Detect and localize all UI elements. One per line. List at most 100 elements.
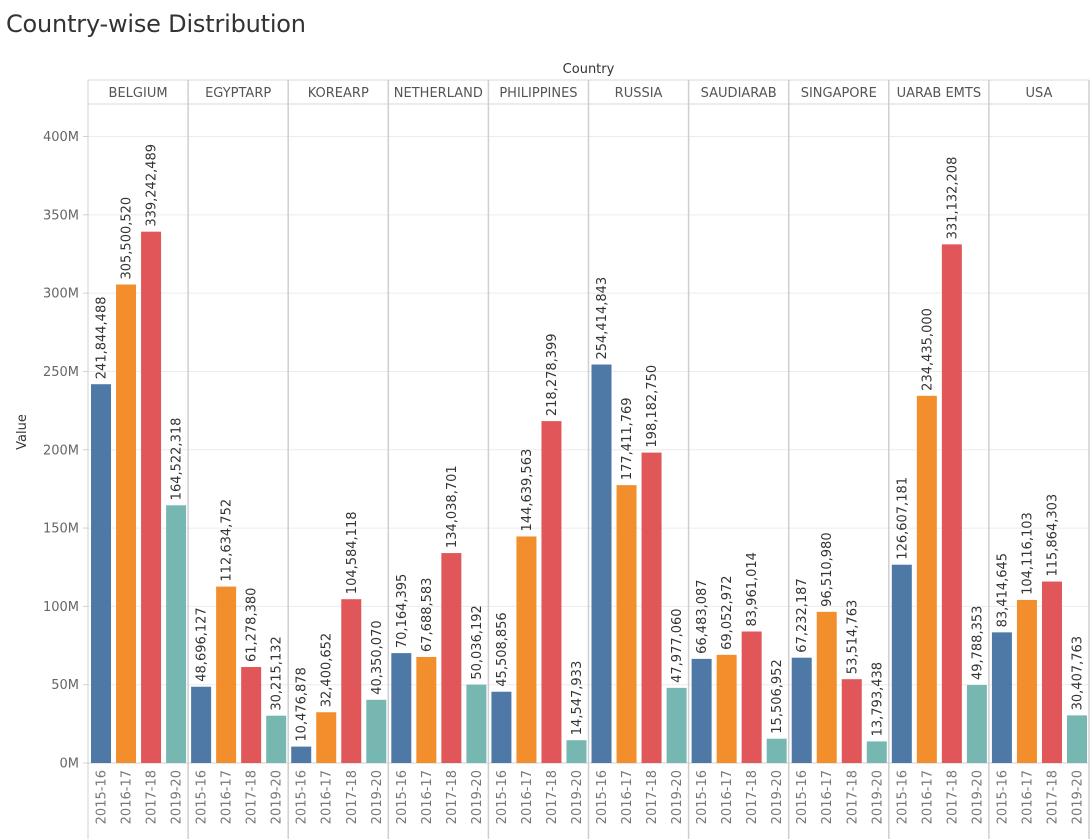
x-tick-label: 2015-16: [995, 770, 1010, 824]
data-label: 254,414,843: [595, 277, 610, 360]
panel-header-philippines: PHILIPPINES: [499, 86, 577, 101]
bar: [691, 658, 712, 763]
bar: [966, 685, 987, 763]
data-label: 53,514,763: [845, 600, 860, 674]
y-tick-label: 400M: [43, 130, 79, 145]
data-label: 164,522,318: [170, 418, 185, 501]
y-tick-label: 300M: [43, 287, 79, 302]
x-tick-label: 2019-20: [170, 770, 185, 824]
x-tick-label: 2019-20: [470, 770, 485, 824]
data-label: 83,961,014: [745, 552, 760, 626]
data-label: 67,688,583: [420, 578, 435, 652]
data-label: 67,232,187: [795, 578, 810, 652]
bar: [941, 244, 962, 763]
bar: [766, 738, 787, 763]
data-label: 112,634,752: [220, 499, 235, 582]
x-tick-label: 2017-18: [745, 770, 760, 824]
data-label: 126,607,181: [895, 477, 910, 560]
x-tick-label: 2016-17: [220, 770, 235, 824]
x-tick-label: 2019-20: [570, 770, 585, 824]
bar: [1066, 715, 1087, 763]
x-tick-label: 2015-16: [495, 770, 510, 824]
bar: [541, 421, 562, 763]
data-label: 115,864,303: [1045, 494, 1060, 577]
bar: [391, 653, 412, 763]
x-tick-label: 2016-17: [420, 770, 435, 824]
y-tick-label: 0M: [60, 757, 80, 772]
data-label: 234,435,000: [920, 308, 935, 391]
x-tick-label: 2016-17: [820, 770, 835, 824]
x-tick-label: 2017-18: [245, 770, 260, 824]
data-label: 96,510,980: [820, 532, 835, 606]
x-tick-label: 2019-20: [970, 770, 985, 824]
bar: [91, 384, 112, 763]
data-label: 66,483,087: [695, 579, 710, 653]
bar: [1016, 599, 1037, 763]
panel-header-korearp: KOREARP: [308, 86, 369, 101]
bar: [866, 741, 887, 763]
x-tick-label: 2017-18: [1045, 770, 1060, 824]
bar: [666, 687, 687, 763]
x-tick-label: 2016-17: [320, 770, 335, 824]
bar: [466, 684, 487, 763]
bar: [991, 632, 1012, 763]
data-label: 40,350,070: [370, 620, 385, 694]
data-label: 104,116,103: [1020, 512, 1035, 595]
bar: [516, 536, 537, 763]
bar: [641, 452, 662, 763]
data-label: 331,132,208: [945, 157, 960, 240]
x-tick-label: 2019-20: [870, 770, 885, 824]
x-tick-label: 2019-20: [270, 770, 285, 824]
x-tick-label: 2015-16: [295, 770, 310, 824]
column-header: Country: [563, 62, 615, 77]
data-label: 50,036,192: [470, 605, 485, 679]
x-tick-label: 2015-16: [595, 770, 610, 824]
bar: [341, 599, 362, 763]
data-label: 45,508,856: [495, 612, 510, 686]
data-label: 339,242,489: [145, 144, 160, 227]
data-label: 305,500,520: [120, 197, 135, 280]
x-tick-label: 2015-16: [895, 770, 910, 824]
bar: [716, 654, 737, 763]
data-label: 48,696,127: [195, 607, 210, 681]
bar: [366, 699, 387, 763]
x-tick-label: 2019-20: [770, 770, 785, 824]
data-label: 30,407,763: [1070, 636, 1085, 710]
x-tick-label: 2015-16: [395, 770, 410, 824]
data-label: 32,400,652: [320, 633, 335, 707]
data-label: 61,278,380: [245, 588, 260, 662]
bar: [616, 485, 637, 763]
x-tick-label: 2019-20: [370, 770, 385, 824]
data-label: 69,052,972: [720, 575, 735, 649]
bar: [841, 679, 862, 763]
x-tick-label: 2016-17: [1020, 770, 1035, 824]
data-label: 14,547,933: [570, 661, 585, 735]
panel-header-netherland: NETHERLAND: [394, 86, 483, 101]
x-tick-label: 2016-17: [620, 770, 635, 824]
bar: [491, 691, 512, 763]
data-label: 49,788,353: [970, 606, 985, 680]
x-tick-label: 2017-18: [845, 770, 860, 824]
y-tick-label: 50M: [51, 678, 79, 693]
y-tick-label: 200M: [43, 443, 79, 458]
y-tick-label: 150M: [43, 522, 79, 537]
data-label: 218,278,399: [545, 333, 560, 416]
x-tick-label: 2016-17: [720, 770, 735, 824]
panel-header-russia: RUSSIA: [615, 86, 663, 101]
data-label: 13,793,438: [870, 662, 885, 736]
panel-header-belgium: BELGIUM: [109, 86, 168, 101]
x-tick-label: 2017-18: [945, 770, 960, 824]
bar: [416, 656, 437, 763]
bar: [141, 231, 162, 764]
data-label: 144,639,563: [520, 449, 535, 532]
data-label: 47,977,060: [670, 608, 685, 682]
data-label: 104,584,118: [345, 511, 360, 594]
data-label: 30,215,132: [270, 636, 285, 710]
chart-title: Country-wise Distribution: [6, 10, 306, 38]
x-tick-label: 2017-18: [145, 770, 160, 824]
data-label: 70,164,395: [395, 574, 410, 648]
panel-header-singapore: SINGAPORE: [801, 86, 877, 101]
data-label: 198,182,750: [645, 365, 660, 448]
x-tick-label: 2017-18: [445, 770, 460, 824]
